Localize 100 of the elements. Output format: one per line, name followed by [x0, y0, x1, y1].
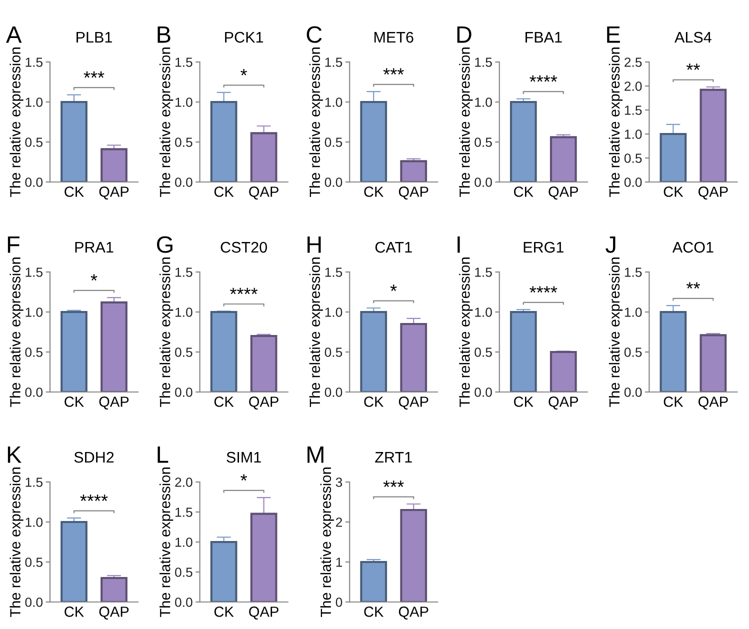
text: F — [8, 236, 20, 253]
y-tick-label: 0.5 — [474, 348, 492, 357]
y-tick-label: 0.5 — [175, 348, 192, 357]
y-tick-label: 1.0 — [325, 98, 342, 107]
y-axis-title: The relative expression — [459, 258, 473, 408]
y-tick-label: 1.5 — [26, 478, 43, 487]
y-tick-label: 0.0 — [25, 598, 43, 607]
annotation: * — [90, 274, 98, 281]
y-tick-label: 1.5 — [325, 268, 342, 277]
chart-title: PCK1 — [225, 32, 264, 43]
text: J — [606, 236, 616, 253]
text: I — [458, 236, 460, 253]
x-tick-label: QAP — [99, 606, 129, 620]
y-tick-label: 0.5 — [25, 558, 43, 567]
chart-title: ERG1 — [524, 242, 564, 253]
y-tick-label: 1.5 — [624, 268, 642, 277]
y-tick-label: 1.0 — [475, 308, 492, 317]
y-tick-label: 1.0 — [26, 518, 43, 527]
y-tick-label: 0.5 — [474, 138, 492, 147]
x-tick-label: QAP — [548, 186, 578, 200]
annotation: **** — [80, 494, 108, 501]
y-tick-label: 3 — [336, 478, 342, 487]
y-tick-label: 0.0 — [624, 388, 642, 397]
y-axis-title: The relative expression — [10, 468, 24, 618]
y-tick-label: 2.0 — [175, 478, 192, 487]
x-tick-label: CK — [214, 396, 234, 407]
text: K — [8, 446, 22, 463]
y-axis-title: The relative expression — [309, 48, 323, 198]
text: E — [607, 26, 620, 43]
x-tick-label: CK — [664, 396, 684, 407]
x-tick-label: CK — [214, 606, 234, 617]
text: M — [308, 446, 324, 463]
chart-title: FBA1 — [526, 32, 562, 43]
y-tick-label: 0.0 — [25, 178, 43, 187]
y-tick-label: 0.5 — [624, 154, 642, 163]
x-tick-label: CK — [64, 606, 84, 617]
x-tick-label: QAP — [398, 396, 428, 410]
annotation: **** — [530, 286, 558, 293]
x-tick-label: CK — [214, 186, 234, 197]
y-tick-label: 1.0 — [624, 130, 642, 139]
y-axis-title: The relative expression — [309, 258, 323, 408]
x-tick-label: QAP — [249, 606, 278, 620]
annotation: *** — [84, 71, 104, 78]
y-tick-label: 0.5 — [624, 348, 642, 357]
y-tick-label: 1.5 — [624, 106, 642, 115]
y-tick-label: 1.0 — [176, 308, 192, 317]
y-tick-label: 1.5 — [176, 508, 192, 517]
y-axis-title: The relative expression — [320, 468, 334, 618]
x-tick-label: QAP — [99, 396, 129, 410]
y-tick-label: 0.0 — [474, 388, 492, 397]
x-tick-label: CK — [364, 606, 384, 617]
y-axis-title: The relative expression — [10, 258, 24, 408]
y-tick-label: 0 — [336, 598, 342, 607]
y-tick-label: 0.5 — [324, 348, 342, 357]
y-tick-label: 2.0 — [624, 82, 642, 91]
text: H — [308, 236, 321, 253]
chart-title: MET6 — [374, 32, 414, 43]
x-tick-label: QAP — [398, 606, 428, 620]
y-axis-title: The relative expression — [459, 48, 473, 198]
y-tick-label: 1.5 — [26, 268, 43, 277]
text: A — [6, 26, 22, 43]
y-tick-label: 2.5 — [624, 58, 642, 67]
annotation: *** — [383, 480, 404, 487]
text: D — [457, 26, 472, 43]
y-tick-label: 0.5 — [25, 138, 43, 147]
x-tick-label: QAP — [249, 186, 278, 200]
y-axis-title: The relative expression — [160, 258, 174, 408]
y-tick-label: 1 — [336, 558, 342, 567]
annotation: ** — [686, 64, 700, 70]
y-tick-label: 1.0 — [475, 98, 492, 107]
x-tick-label: CK — [514, 396, 534, 407]
chart-title: PLB1 — [76, 32, 112, 43]
y-tick-label: 1.0 — [176, 538, 192, 547]
text: G — [156, 236, 172, 253]
y-tick-label: 0.5 — [175, 568, 192, 577]
y-axis-title: The relative expression — [608, 48, 623, 198]
y-tick-label: 0.0 — [175, 598, 192, 607]
y-tick-label: 0.0 — [324, 178, 342, 187]
y-axis-title: The relative expression — [160, 468, 174, 618]
y-tick-label: 0.5 — [175, 138, 192, 147]
y-axis-title: The relative expression — [160, 48, 174, 198]
x-tick-label: CK — [64, 396, 84, 407]
y-tick-label: 1.5 — [475, 268, 492, 277]
y-tick-label: 1.0 — [26, 98, 43, 107]
y-tick-label: 1.5 — [26, 58, 43, 67]
x-tick-label: CK — [364, 186, 384, 197]
y-tick-label: 0.0 — [624, 178, 642, 187]
y-tick-label: 0.5 — [324, 138, 342, 147]
annotation: **** — [530, 75, 558, 82]
y-tick-label: 1.0 — [176, 98, 192, 107]
text: L — [158, 446, 168, 463]
y-tick-label: 1.0 — [26, 308, 43, 317]
text: * — [240, 474, 248, 481]
chart-title: PRA1 — [75, 242, 114, 253]
x-tick-label: QAP — [548, 396, 578, 410]
x-tick-label: QAP — [398, 186, 428, 200]
annotation: * — [240, 69, 248, 76]
y-tick-label: 0.5 — [25, 348, 43, 357]
chart-title: ACO1 — [672, 242, 714, 253]
y-tick-label: 1.5 — [176, 268, 192, 277]
